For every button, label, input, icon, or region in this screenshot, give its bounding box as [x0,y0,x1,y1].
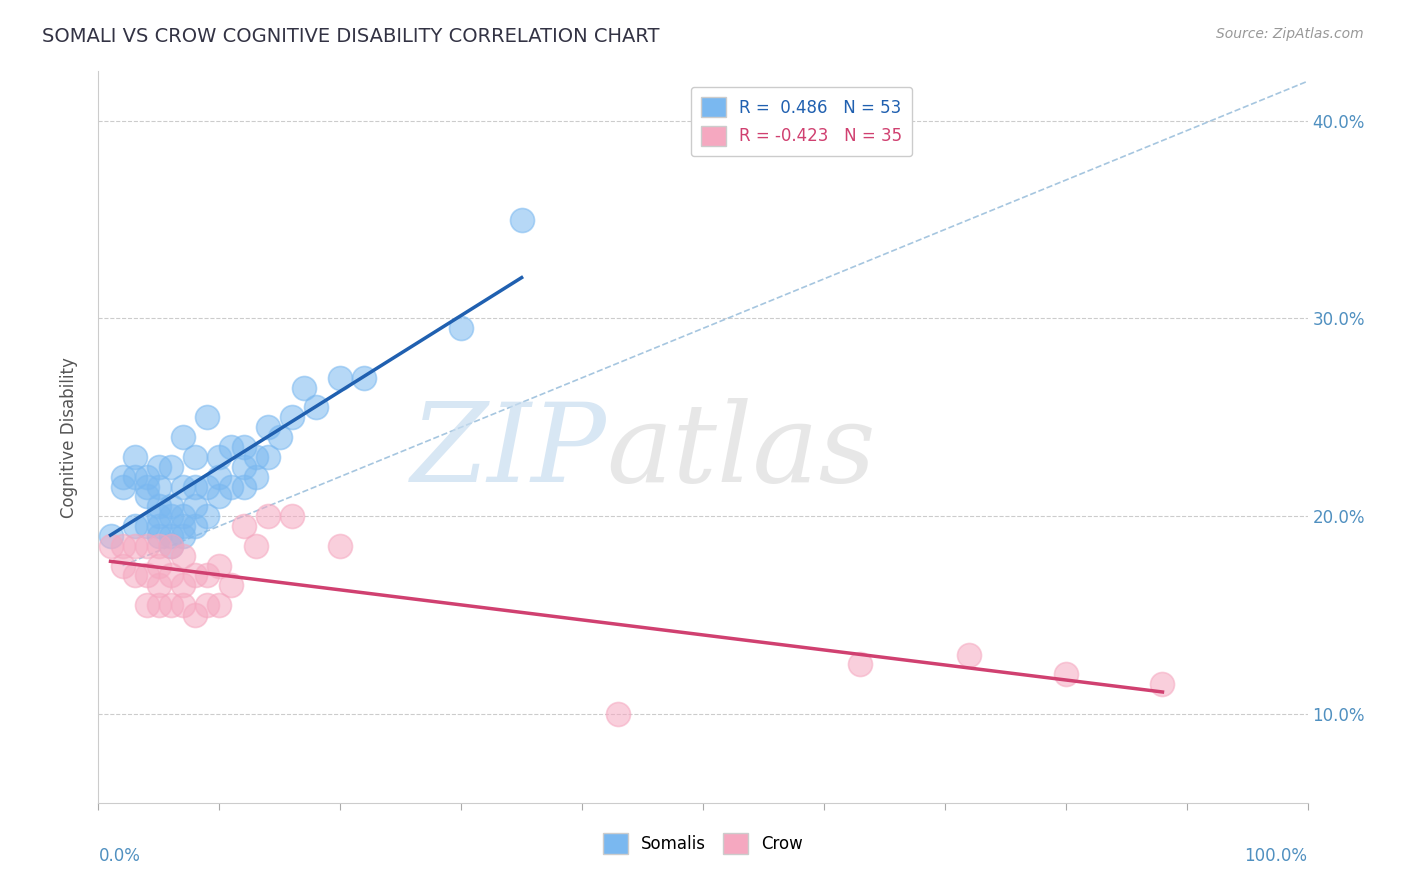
Point [124,539,146,553]
Point [256,509,278,524]
Point [135,519,157,533]
Point [305,401,328,415]
Point [849,657,872,672]
Point [450,321,472,335]
Point [184,568,207,582]
Text: atlas: atlas [606,398,876,506]
Text: ZIP: ZIP [411,398,606,506]
Point [148,509,170,524]
Point [184,519,207,533]
Point [184,607,207,622]
Point [124,519,146,533]
Point [124,568,146,582]
Point [135,489,157,503]
Point [510,212,533,227]
Point [232,459,254,474]
Point [184,450,207,464]
Point [135,598,157,612]
Point [256,450,278,464]
Point [172,479,194,493]
Point [160,568,183,582]
Point [184,479,207,493]
Point [172,598,194,612]
Point [208,469,231,483]
Legend: Somalis, Crow: Somalis, Crow [596,827,810,860]
Point [148,598,170,612]
Point [148,459,170,474]
Point [100,539,122,553]
Point [172,549,194,563]
Point [292,381,315,395]
Point [221,479,243,493]
Point [221,578,243,592]
Point [148,519,170,533]
Point [245,450,267,464]
Point [281,509,304,524]
Point [269,430,291,444]
Y-axis label: Cognitive Disability: Cognitive Disability [59,357,77,517]
Point [208,558,231,573]
Point [148,539,170,553]
Point [232,519,254,533]
Point [135,469,157,483]
Point [148,558,170,573]
Text: 100.0%: 100.0% [1244,847,1308,864]
Text: Source: ZipAtlas.com: Source: ZipAtlas.com [1216,27,1364,41]
Point [353,371,375,385]
Point [111,479,134,493]
Point [195,598,218,612]
Point [160,509,183,524]
Point [148,529,170,543]
Point [195,479,218,493]
Point [111,539,134,553]
Point [111,469,134,483]
Point [135,568,157,582]
Point [245,539,267,553]
Point [160,598,183,612]
Point [221,440,243,454]
Point [172,519,194,533]
Point [148,479,170,493]
Text: SOMALI VS CROW COGNITIVE DISABILITY CORRELATION CHART: SOMALI VS CROW COGNITIVE DISABILITY CORR… [42,27,659,45]
Point [329,371,352,385]
Point [1152,677,1174,691]
Point [329,539,352,553]
Point [172,509,194,524]
Text: 0.0%: 0.0% [98,847,141,864]
Point [195,410,218,425]
Point [184,500,207,514]
Point [124,450,146,464]
Point [160,539,183,553]
Point [195,568,218,582]
Point [208,598,231,612]
Point [607,706,630,721]
Point [256,420,278,434]
Point [208,489,231,503]
Point [148,578,170,592]
Point [172,529,194,543]
Point [135,479,157,493]
Point [208,450,231,464]
Point [172,578,194,592]
Point [957,648,980,662]
Point [160,539,183,553]
Point [160,529,183,543]
Point [148,500,170,514]
Point [232,479,254,493]
Point [232,440,254,454]
Point [160,500,183,514]
Point [245,469,267,483]
Point [172,430,194,444]
Point [135,539,157,553]
Point [1054,667,1077,681]
Point [195,509,218,524]
Point [160,459,183,474]
Point [100,529,122,543]
Point [111,558,134,573]
Point [124,469,146,483]
Point [281,410,304,425]
